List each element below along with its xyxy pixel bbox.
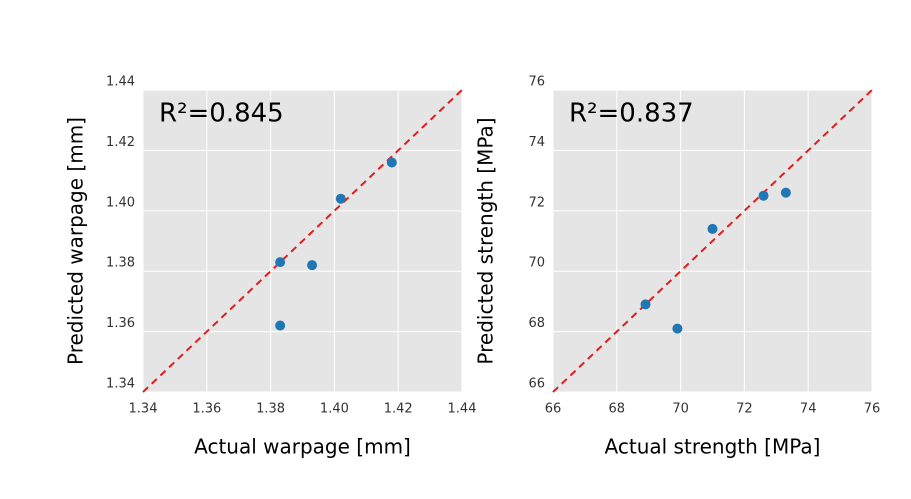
x-tick-label: 66 <box>545 402 562 417</box>
y-tick-label: 1.36 <box>106 316 135 331</box>
x-tick-label: 1.36 <box>192 402 221 417</box>
annotation: R²=0.845 <box>159 99 284 129</box>
point <box>335 193 346 204</box>
y-tick-label: 74 <box>528 135 545 150</box>
identity-line <box>142 89 463 393</box>
point <box>758 190 769 201</box>
y-tick-label: 1.38 <box>106 256 135 271</box>
x-tick-label: 1.40 <box>320 402 349 417</box>
point <box>386 157 397 168</box>
x-tick-label: 72 <box>736 402 753 417</box>
x-axis-label: Actual strength [MPa] <box>605 435 821 459</box>
y-tick-label: 66 <box>528 377 545 392</box>
identity-line <box>552 89 873 393</box>
point <box>307 260 318 271</box>
y-tick-label: 1.34 <box>106 377 135 392</box>
x-axis-label: Actual warpage [mm] <box>194 435 411 459</box>
y-axis-label: Predicted warpage [mm] <box>64 117 88 365</box>
point <box>780 187 791 198</box>
y-tick-label: 76 <box>528 75 545 90</box>
x-tick-label: 1.42 <box>384 402 413 417</box>
y-tick-label: 68 <box>528 316 545 331</box>
point <box>275 257 286 268</box>
point <box>275 320 286 331</box>
y-tick-label: 1.40 <box>106 195 135 210</box>
point <box>707 223 718 234</box>
y-tick-label: 72 <box>528 195 545 210</box>
x-tick-label: 76 <box>864 402 881 417</box>
x-tick-label: 1.38 <box>256 402 285 417</box>
point <box>672 323 683 334</box>
point <box>640 299 651 310</box>
y-tick-label: 1.44 <box>106 75 135 90</box>
x-tick-label: 1.34 <box>129 402 158 417</box>
y-axis-label: Predicted strength [MPa] <box>474 117 498 364</box>
annotation: R²=0.837 <box>569 99 694 129</box>
x-tick-label: 74 <box>800 402 817 417</box>
x-tick-label: 1.44 <box>448 402 477 417</box>
y-tick-label: 1.42 <box>106 135 135 150</box>
x-tick-label: 70 <box>672 402 689 417</box>
x-tick-label: 68 <box>609 402 626 417</box>
y-tick-label: 70 <box>528 256 545 271</box>
